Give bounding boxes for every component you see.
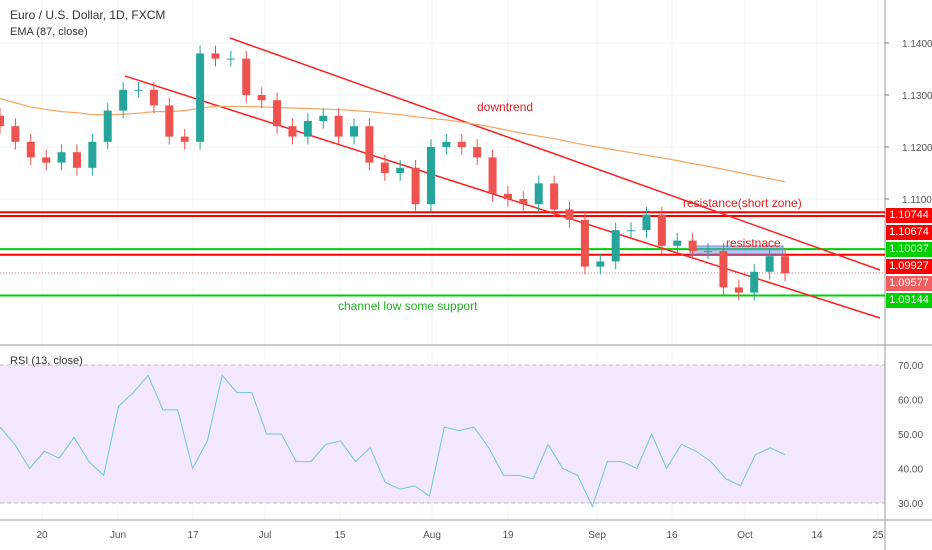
candle-body: [488, 157, 497, 194]
candle-body: [273, 100, 282, 127]
candle-body: [257, 95, 266, 101]
annotation-downtrend: downtrend: [477, 100, 534, 114]
candle-body: [149, 89, 158, 106]
annotation-resistance-short-zone: resistance(short zone): [683, 196, 802, 210]
ema-line: [0, 98, 786, 183]
time-tick-label: 19: [502, 530, 514, 541]
time-tick-label: 25: [872, 530, 884, 541]
time-tick-label: Jun: [110, 530, 126, 541]
candle-body: [627, 230, 636, 232]
annotation-channel-support: channel low some support: [338, 299, 478, 313]
candle-body: [119, 89, 128, 111]
candle-body: [180, 136, 189, 142]
candle-body: [380, 162, 389, 173]
rsi-tick-label: 70.00: [898, 361, 923, 372]
price-tag: 1.10037: [886, 242, 932, 258]
price-tick-label: 1.12000: [902, 143, 932, 154]
candle-body: [442, 141, 451, 147]
time-tick-label: 20: [36, 530, 48, 541]
candle-body: [657, 214, 666, 246]
rsi-tick-label: 40.00: [898, 465, 923, 476]
candle-body: [642, 214, 651, 231]
time-tick-label: 16: [666, 530, 678, 541]
time-tick-label: Sep: [588, 530, 606, 541]
channel-upper-line: [229, 37, 881, 271]
candle-body: [781, 256, 789, 274]
candle-body: [72, 152, 81, 168]
candle-body: [673, 240, 682, 246]
rsi-tick-label: 50.00: [898, 430, 923, 441]
rsi-tick-label: 30.00: [898, 499, 923, 510]
candle-body: [334, 115, 343, 137]
candle-body: [0, 115, 4, 127]
candle-body: [611, 230, 620, 262]
candle-body: [411, 167, 420, 205]
time-tick-label: Jul: [259, 530, 272, 541]
price-tick-label: 1.14000: [902, 39, 932, 50]
candle-body: [196, 53, 205, 142]
annotation-resistance: resistnace: [726, 236, 781, 250]
time-tick-label: Oct: [737, 530, 753, 541]
candle-body: [288, 126, 297, 137]
candle-body: [103, 110, 112, 142]
candle-body: [426, 147, 435, 205]
candle-body: [519, 199, 528, 205]
candle-body: [226, 58, 235, 60]
candle-body: [26, 141, 35, 158]
price-tick-label: 1.13000: [902, 91, 932, 102]
candle-body: [750, 271, 759, 293]
candle-body: [88, 141, 97, 168]
candle-body: [765, 256, 774, 272]
candle-body: [396, 167, 405, 173]
candle-body: [688, 240, 697, 251]
candle-body: [211, 53, 220, 59]
candle-body: [565, 209, 574, 220]
price-tag: 1.09927: [886, 259, 932, 275]
time-tick-label: 14: [811, 530, 823, 541]
rsi-line: [0, 374, 786, 508]
price-tag: 1.09144: [886, 293, 932, 309]
candle-body: [596, 261, 605, 267]
candle-body: [303, 121, 312, 137]
candle-body: [57, 152, 66, 163]
candle-body: [704, 251, 713, 252]
candle-body: [534, 183, 543, 205]
candle-body: [165, 105, 174, 137]
price-tick-label: 1.11000: [902, 195, 932, 206]
candle-body: [42, 157, 51, 163]
candle-body: [719, 251, 728, 288]
candle-body: [319, 115, 328, 121]
candle-body: [350, 126, 359, 137]
rsi-indicator-label[interactable]: RSI (13, close): [10, 355, 83, 367]
price-tag: 1.10744: [886, 208, 932, 223]
candle-body: [734, 287, 743, 293]
candle-body: [473, 147, 482, 158]
candle-body: [457, 141, 466, 147]
time-tick-label: Aug: [423, 530, 441, 541]
candle-body: [242, 58, 251, 95]
candle-body: [550, 183, 559, 210]
candle-body: [580, 219, 589, 267]
symbol-title: Euro / U.S. Dollar, 1D, FXCM: [10, 8, 166, 22]
time-tick-label: 17: [187, 530, 199, 541]
ema-indicator-label[interactable]: EMA (87, close): [10, 26, 88, 38]
candle-body: [134, 89, 143, 91]
price-tag: 1.10674: [886, 225, 932, 240]
candle-body: [503, 193, 512, 199]
candle-body: [365, 126, 374, 163]
rsi-tick-label: 60.00: [898, 396, 923, 407]
candle-body: [11, 126, 20, 142]
time-tick-label: 15: [334, 530, 346, 541]
price-tag: 1.09577: [886, 276, 932, 292]
